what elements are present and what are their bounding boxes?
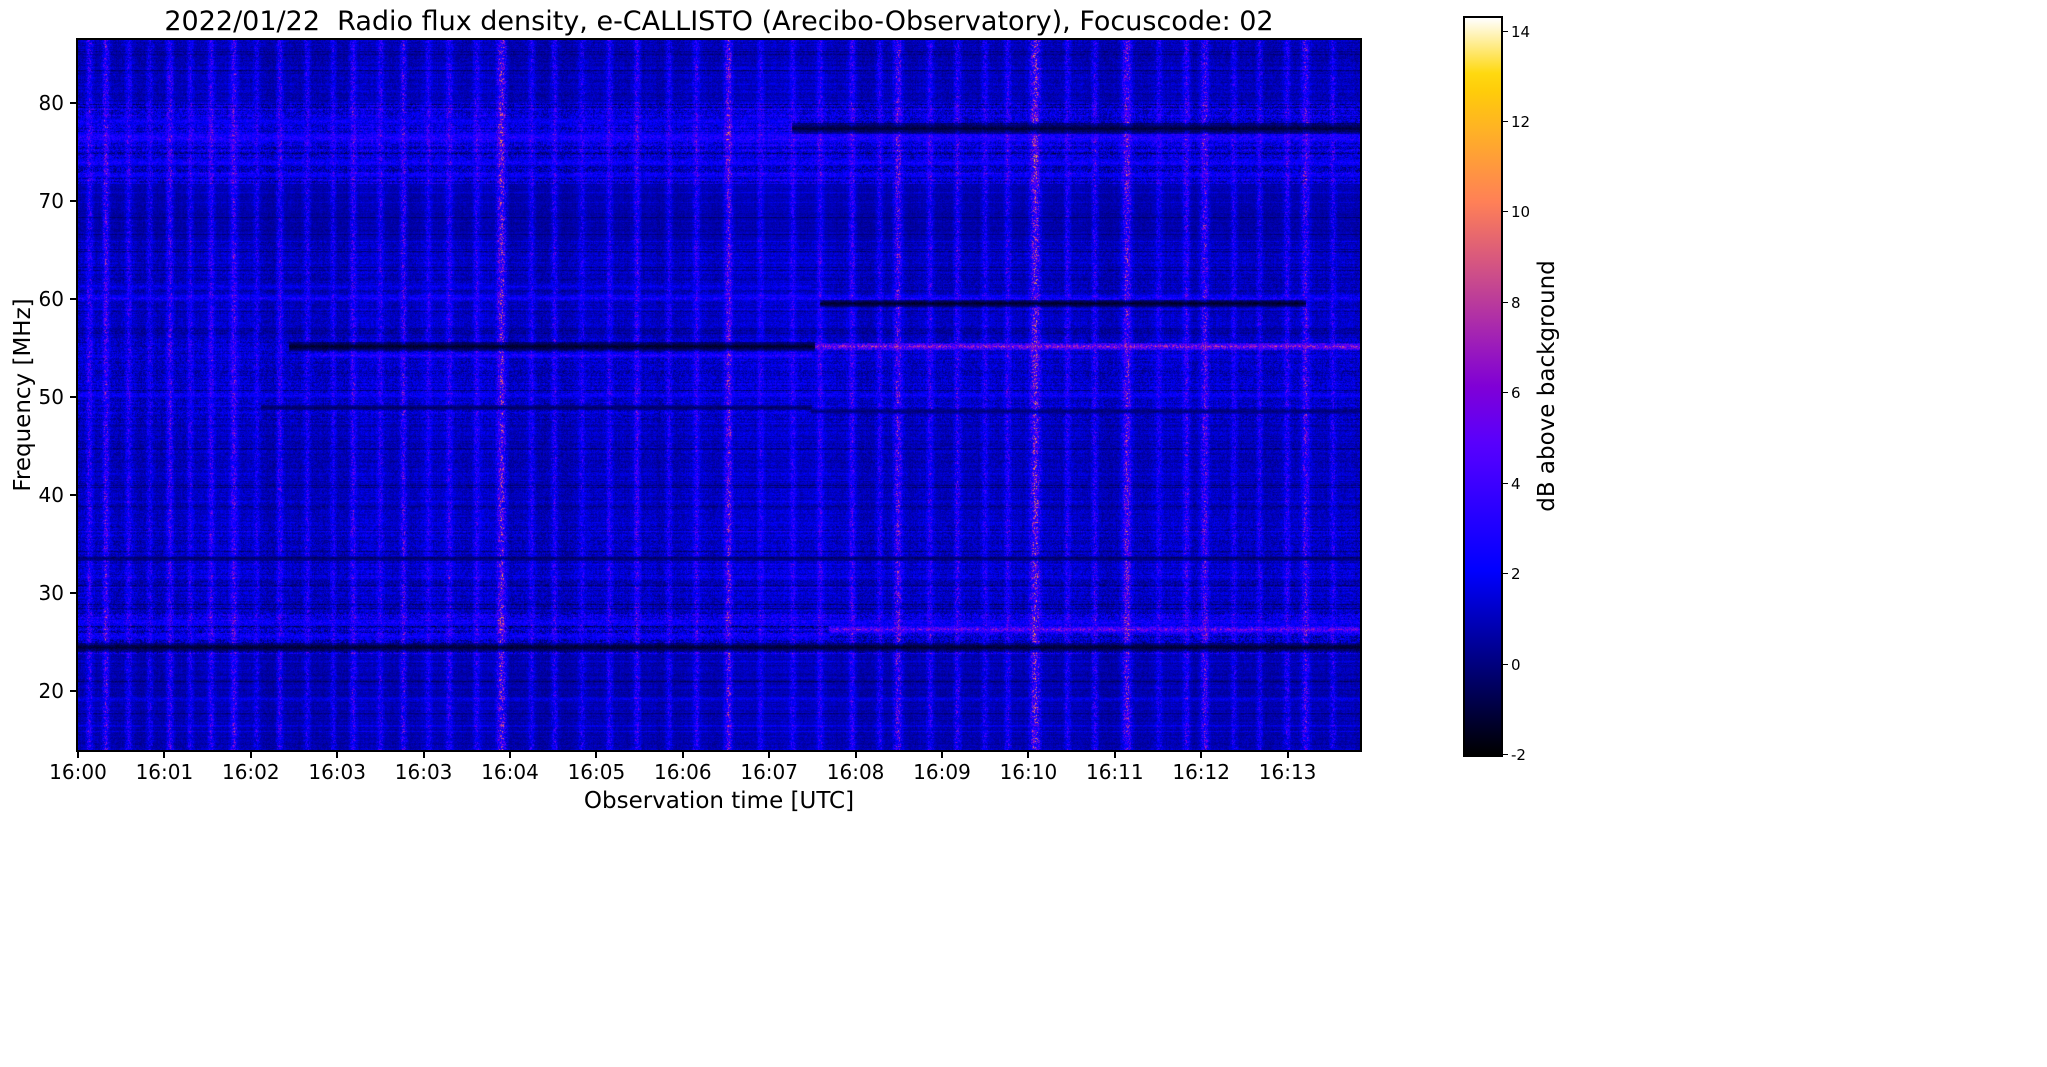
colorbar-tick-mark	[1503, 754, 1508, 755]
x-tick-mark	[422, 752, 425, 758]
x-tick-mark	[595, 752, 598, 758]
x-tick-label: 16:12	[1172, 760, 1230, 784]
x-tick-label: 16:06	[653, 760, 712, 784]
colorbar-tick-mark	[1503, 211, 1508, 213]
chart-title: 2022/01/22 Radio flux density, e-CALLIST…	[164, 6, 1274, 37]
x-tick-label: 16:05	[567, 760, 626, 784]
colorbar-tick-label: 14	[1511, 22, 1531, 41]
x-tick-label: 16:10	[999, 760, 1058, 784]
x-tick-mark	[163, 752, 166, 758]
x-tick-mark	[681, 752, 684, 758]
colorbar-tick-mark	[1503, 573, 1508, 575]
y-tick-label: 80	[38, 90, 64, 115]
spectrogram-canvas	[78, 40, 1360, 750]
x-tick-mark	[77, 752, 79, 758]
x-tick-label: 16:08	[826, 760, 885, 784]
colorbar-tick-mark	[1503, 30, 1508, 32]
y-tick-label: 30	[38, 581, 64, 606]
x-tick-label: 16:09	[913, 760, 971, 784]
colorbar-tick-label: 12	[1511, 112, 1531, 131]
x-tick-mark	[1286, 752, 1289, 758]
y-tick-label: 20	[38, 679, 64, 704]
colorbar-tick-label: -2	[1511, 746, 1526, 764]
colorbar-tick-label: 0	[1511, 655, 1521, 674]
x-tick-label: 16:01	[135, 760, 194, 784]
x-tick-label: 16:11	[1085, 760, 1144, 784]
x-tick-label: 16:03	[394, 760, 453, 784]
x-axis-label: Observation time [UTC]	[583, 788, 855, 814]
colorbar-tick-mark	[1503, 301, 1508, 303]
colorbar-tick-mark	[1503, 392, 1508, 394]
x-tick-mark	[768, 752, 771, 758]
colorbar-tick-mark	[1503, 120, 1508, 122]
x-tick-mark	[336, 752, 339, 758]
colorbar-tick-label: 2	[1511, 565, 1521, 584]
x-tick-label: 16:04	[481, 760, 539, 784]
y-tick-label: 70	[38, 188, 64, 213]
x-tick-mark	[1027, 752, 1030, 758]
x-tick-mark	[941, 752, 943, 758]
x-tick-label: 16:02	[221, 760, 280, 784]
x-tick-label: 16:07	[740, 760, 798, 784]
plot-frame	[76, 38, 1362, 752]
colorbar-gradient	[1465, 18, 1501, 755]
colorbar-tick-mark	[1503, 482, 1508, 484]
x-tick-mark	[509, 752, 511, 758]
colorbar-tick-mark	[1503, 663, 1508, 665]
y-axis-label: Frequency [MHz]	[10, 298, 36, 492]
x-tick-label: 16:03	[308, 760, 366, 784]
colorbar-label: dB above background	[1534, 260, 1560, 512]
colorbar-tick-label: 10	[1511, 203, 1531, 222]
x-tick-label: 16:13	[1258, 760, 1317, 784]
colorbar-frame	[1463, 16, 1503, 757]
x-tick-mark	[1200, 752, 1203, 758]
x-tick-mark	[1113, 752, 1116, 758]
x-tick-mark	[854, 752, 857, 758]
x-tick-mark	[249, 752, 252, 758]
x-tick-label: 16:00	[49, 760, 107, 784]
